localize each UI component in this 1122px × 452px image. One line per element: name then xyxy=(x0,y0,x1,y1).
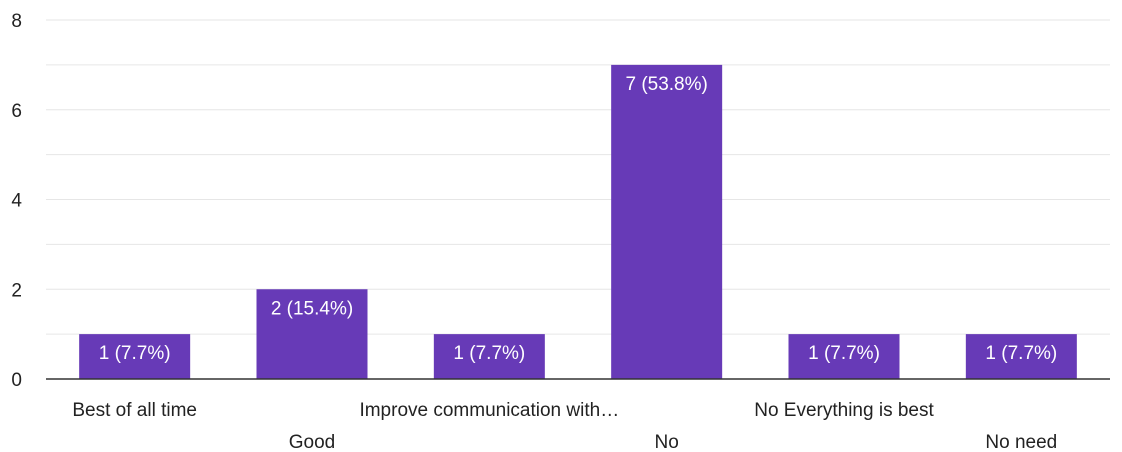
bar xyxy=(965,334,1077,379)
y-tick-label: 2 xyxy=(11,280,22,301)
bar xyxy=(611,64,723,379)
y-tick-label: 6 xyxy=(11,101,22,122)
x-category-label: Improve communication with… xyxy=(359,400,619,421)
x-category-label: No xyxy=(655,432,679,452)
y-tick-label: 0 xyxy=(11,370,22,391)
bar xyxy=(433,334,545,379)
y-tick-label: 4 xyxy=(11,191,22,212)
x-category-label: Good xyxy=(289,432,335,452)
bar-data-label: 1 (7.7%) xyxy=(99,343,171,364)
y-tick-label: 8 xyxy=(11,11,22,32)
bar-data-label: 2 (15.4%) xyxy=(271,298,353,319)
grid-lines xyxy=(46,19,1110,335)
y-axis-ticks: 0 2 4 6 8 xyxy=(11,11,22,391)
bar xyxy=(788,334,900,379)
bar-data-labels: 1 (7.7%) 2 (15.4%) 1 (7.7%) 7 (53.8%) 1 (7.7… xyxy=(99,74,1057,364)
bars xyxy=(79,64,1077,379)
bar-data-label: 7 (53.8%) xyxy=(625,74,707,95)
bar-data-label: 1 (7.7%) xyxy=(808,343,880,364)
x-category-label: No need xyxy=(985,432,1057,452)
bar xyxy=(79,334,191,379)
bar xyxy=(256,289,368,379)
x-axis-category-labels: Best of all time Good Improve communicatio… xyxy=(72,400,1057,452)
x-category-label: Best of all time xyxy=(72,400,197,421)
bar-data-label: 1 (7.7%) xyxy=(453,343,525,364)
bar-data-label: 1 (7.7%) xyxy=(985,343,1057,364)
x-category-label: No Everything is best xyxy=(754,400,934,421)
